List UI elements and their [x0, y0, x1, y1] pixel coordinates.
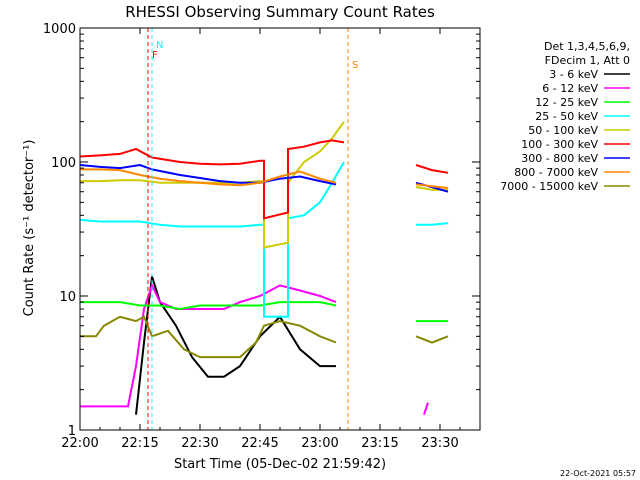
legend-header-0: Det 1,3,4,5,6,9, — [544, 40, 630, 53]
axes: 22:00 22:15 22:30 22:45 23:00 23:15 23:30 1 10 10… — [43, 22, 481, 451]
legend-header-1: FDecim 1, Att 0 — [545, 54, 630, 67]
legend: Det 1,3,4,5,6,9,FDecim 1, Att 03 - 6 keV… — [500, 40, 630, 193]
legend-label-6: 300 - 800 keV — [521, 152, 598, 165]
x-tick-label-3: 22:45 — [241, 436, 278, 451]
series-line-2-0 — [80, 301, 337, 311]
plot-area: NF S — [79, 28, 449, 430]
legend-label-3: 25 - 50 keV — [535, 110, 598, 123]
series-line-0-0 — [135, 276, 336, 415]
series-line-6-0 — [79, 163, 337, 186]
series-line-1-0 — [80, 282, 337, 408]
annotation-label-0: N — [156, 40, 163, 51]
series-line-8-1 — [415, 335, 449, 344]
y-tick-label-3: 1000 — [43, 22, 76, 37]
y-tick-label-1: 10 — [59, 290, 76, 305]
series-line-8-0 — [80, 315, 337, 359]
y-tick-label-0: 1 — [68, 424, 76, 439]
legend-label-1: 6 - 12 keV — [542, 82, 598, 95]
series-line-7-0 — [80, 168, 337, 187]
legend-label-0: 3 - 6 keV — [549, 68, 598, 81]
x-tick-label-4: 23:00 — [301, 436, 338, 451]
x-tick-label-0: 22:00 — [61, 436, 98, 451]
y-axis-label: Count Rate (s⁻¹ detector⁻¹) — [22, 140, 37, 317]
y-tick-label-2: 100 — [51, 156, 76, 171]
x-tick-label-6: 23:30 — [421, 436, 458, 451]
timestamp: 22-Oct-2021 05:57 — [560, 469, 636, 478]
legend-label-5: 100 - 300 keV — [521, 138, 598, 151]
legend-label-7: 800 - 7000 keV — [514, 166, 598, 179]
legend-label-2: 12 - 25 keV — [535, 96, 598, 109]
x-tick-label-5: 23:15 — [361, 436, 398, 451]
x-tick-label-2: 22:30 — [181, 436, 218, 451]
series-line-7-1 — [415, 183, 449, 189]
x-tick-label-1: 22:15 — [121, 436, 158, 451]
chart-title: RHESSI Observing Summary Count Rates — [125, 3, 435, 21]
legend-label-4: 50 - 100 keV — [528, 124, 598, 137]
annotation-label-2: S — [352, 60, 358, 71]
series-line-1-1 — [423, 402, 429, 416]
annotation-label-1: F — [152, 50, 158, 61]
series-line-5-0 — [79, 139, 345, 220]
series-line-3-0 — [79, 161, 345, 318]
series-line-3-1 — [416, 222, 449, 226]
x-axis-label: Start Time (05-Dec-02 21:59:42) — [174, 457, 386, 472]
legend-label-8: 7000 - 15000 keV — [500, 180, 598, 193]
series-line-5-1 — [415, 164, 449, 174]
